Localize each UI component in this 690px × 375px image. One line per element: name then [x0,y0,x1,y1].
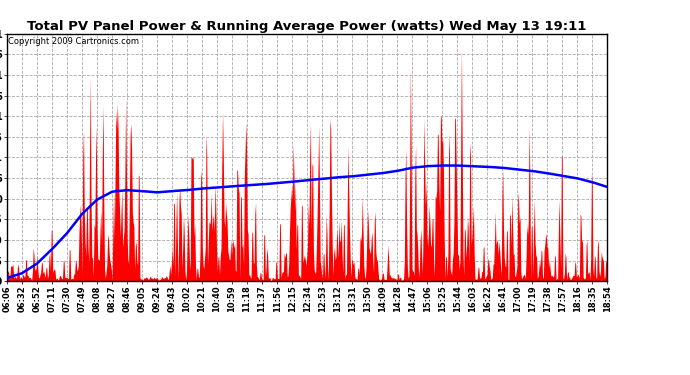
Text: Copyright 2009 Cartronics.com: Copyright 2009 Cartronics.com [8,38,139,46]
Title: Total PV Panel Power & Running Average Power (watts) Wed May 13 19:11: Total PV Panel Power & Running Average P… [28,20,586,33]
